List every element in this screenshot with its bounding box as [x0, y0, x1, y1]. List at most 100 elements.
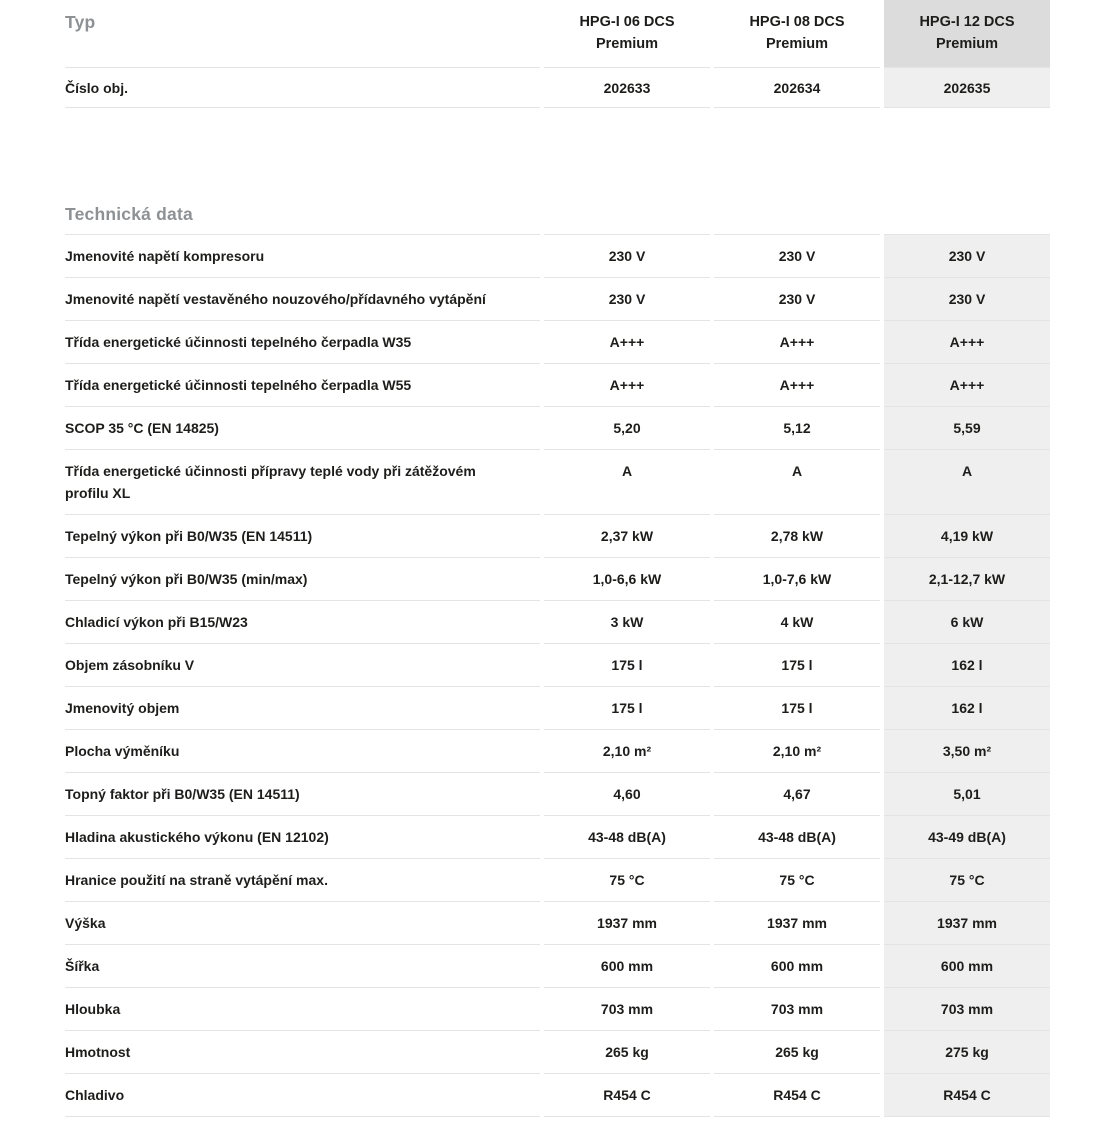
spec-value: 275 kg [884, 1031, 1050, 1074]
model-column-header: HPG-I 12 DCS Premium [884, 0, 1050, 68]
spec-row-label: SCOP 35 °C (EN 14825) [65, 407, 540, 450]
spec-row: Chladivo R454 C R454 C R454 C [65, 1074, 1050, 1117]
spec-value: 75 °C [544, 859, 710, 902]
spec-value: 4 kW [714, 601, 880, 644]
spec-row-label: Třída energetické účinnosti tepelného če… [65, 321, 540, 364]
model-name-line2: Premium [595, 36, 659, 52]
spec-row-label: Hloubka [65, 988, 540, 1031]
spec-value: A+++ [884, 364, 1050, 407]
model-header-row: Typ HPG-I 06 DCS Premium HPG-I 08 DCS Premi… [65, 0, 1050, 68]
spec-value: 2,1-12,7 kW [884, 558, 1050, 601]
spec-value: A+++ [544, 364, 710, 407]
spec-value: 5,12 [714, 407, 880, 450]
spec-value: 703 mm [714, 988, 880, 1031]
spec-value: 6 kW [884, 601, 1050, 644]
spec-value: A+++ [544, 321, 710, 364]
tech-data-table: Jmenovité napětí kompresoru 230 V 230 V 230… [65, 234, 1108, 1117]
spec-value: 4,60 [544, 773, 710, 816]
spec-row: Jmenovitý objem 175 l 175 l 162 l [65, 687, 1050, 730]
spec-value: 162 l [884, 644, 1050, 687]
spec-value: R454 C [884, 1074, 1050, 1117]
spec-value: 75 °C [884, 859, 1050, 902]
spec-value: 175 l [714, 687, 880, 730]
spec-row-label: Chladivo [65, 1074, 540, 1117]
spec-row: Tepelný výkon při B0/W35 (min/max) 1,0-6,… [65, 558, 1050, 601]
spec-value: 703 mm [544, 988, 710, 1031]
spec-value: 5,59 [884, 407, 1050, 450]
spec-value: 1937 mm [884, 902, 1050, 945]
model-column-header: HPG-I 08 DCS Premium [714, 0, 880, 68]
spec-value: A [714, 450, 880, 515]
spec-value: 230 V [884, 234, 1050, 278]
spec-value: 703 mm [884, 988, 1050, 1031]
spec-row-label: Objem zásobníku V [65, 644, 540, 687]
spec-value: 2,37 kW [544, 515, 710, 558]
spec-value: 75 °C [714, 859, 880, 902]
spec-value: 600 mm [544, 945, 710, 988]
spec-value: A+++ [884, 321, 1050, 364]
spec-value: A [884, 450, 1050, 515]
spec-row-label: Hmotnost [65, 1031, 540, 1074]
model-header-table: Typ HPG-I 06 DCS Premium HPG-I 08 DCS Premi… [65, 0, 1108, 108]
spec-value: 230 V [544, 278, 710, 321]
spec-value: A+++ [714, 364, 880, 407]
spec-row-label: Plocha výměníku [65, 730, 540, 773]
spec-value: 43-48 dB(A) [714, 816, 880, 859]
spec-value: A+++ [714, 321, 880, 364]
spec-row-label: Topný faktor při B0/W35 (EN 14511) [65, 773, 540, 816]
spec-row-label: Hladina akustického výkonu (EN 12102) [65, 816, 540, 859]
spec-row-label: Hranice použití na straně vytápění max. [65, 859, 540, 902]
order-number-value: 202633 [544, 68, 710, 108]
spec-value: 230 V [714, 234, 880, 278]
model-name-line1: HPG-I 06 DCS [579, 14, 675, 30]
spec-value: 43-49 dB(A) [884, 816, 1050, 859]
spec-row: Hmotnost 265 kg 265 kg 275 kg [65, 1031, 1050, 1074]
spec-value: 265 kg [544, 1031, 710, 1074]
spec-row: Tepelný výkon při B0/W35 (EN 14511) 2,37 … [65, 515, 1050, 558]
spec-row-label: Třída energetické účinnosti přípravy tep… [65, 450, 540, 515]
spec-row-label: Jmenovité napětí kompresoru [65, 234, 540, 278]
section-title: Technická data [65, 204, 193, 224]
spec-value: 175 l [544, 687, 710, 730]
typ-heading: Typ [65, 12, 96, 32]
model-name-line1: HPG-I 12 DCS [919, 14, 1015, 30]
spec-value: R454 C [714, 1074, 880, 1117]
spec-value: 5,20 [544, 407, 710, 450]
spec-value: 4,19 kW [884, 515, 1050, 558]
spec-row-label: Třída energetické účinnosti tepelného če… [65, 364, 540, 407]
spec-row: Třída energetické účinnosti tepelného če… [65, 364, 1050, 407]
spec-value: A [544, 450, 710, 515]
spec-value: 230 V [714, 278, 880, 321]
spec-value: 5,01 [884, 773, 1050, 816]
spec-row: Hranice použití na straně vytápění max. 7… [65, 859, 1050, 902]
model-name-line2: Premium [765, 36, 829, 52]
spec-value: 3,50 m² [884, 730, 1050, 773]
spec-value: 175 l [714, 644, 880, 687]
spec-row: Topný faktor při B0/W35 (EN 14511) 4,60 4,… [65, 773, 1050, 816]
spec-value: 600 mm [884, 945, 1050, 988]
spec-value: 265 kg [714, 1031, 880, 1074]
spec-value: 4,67 [714, 773, 880, 816]
spec-row: SCOP 35 °C (EN 14825) 5,20 5,12 5,59 [65, 407, 1050, 450]
spec-row: Jmenovité napětí kompresoru 230 V 230 V 230… [65, 234, 1050, 278]
spec-row-label: Chladicí výkon při B15/W23 [65, 601, 540, 644]
spec-row-label: Výška [65, 902, 540, 945]
order-number-value: 202634 [714, 68, 880, 108]
spec-row-label: Tepelný výkon při B0/W35 (min/max) [65, 558, 540, 601]
order-number-row: Číslo obj. 202633 202634 202635 [65, 68, 1050, 108]
spec-value: 2,10 m² [714, 730, 880, 773]
spec-value: 230 V [884, 278, 1050, 321]
spec-value: 2,78 kW [714, 515, 880, 558]
spec-row: Jmenovité napětí vestavěného nouzového/p… [65, 278, 1050, 321]
spec-row-label: Jmenovitý objem [65, 687, 540, 730]
spec-value: 162 l [884, 687, 1050, 730]
typ-header-cell: Typ [65, 0, 540, 68]
spec-value: 1,0-7,6 kW [714, 558, 880, 601]
spec-value: 600 mm [714, 945, 880, 988]
spec-row: Šířka 600 mm 600 mm 600 mm [65, 945, 1050, 988]
spec-row-label: Šířka [65, 945, 540, 988]
spec-row: Hladina akustického výkonu (EN 12102) 43-… [65, 816, 1050, 859]
spec-value: 3 kW [544, 601, 710, 644]
spec-row: Třída energetické účinnosti tepelného če… [65, 321, 1050, 364]
